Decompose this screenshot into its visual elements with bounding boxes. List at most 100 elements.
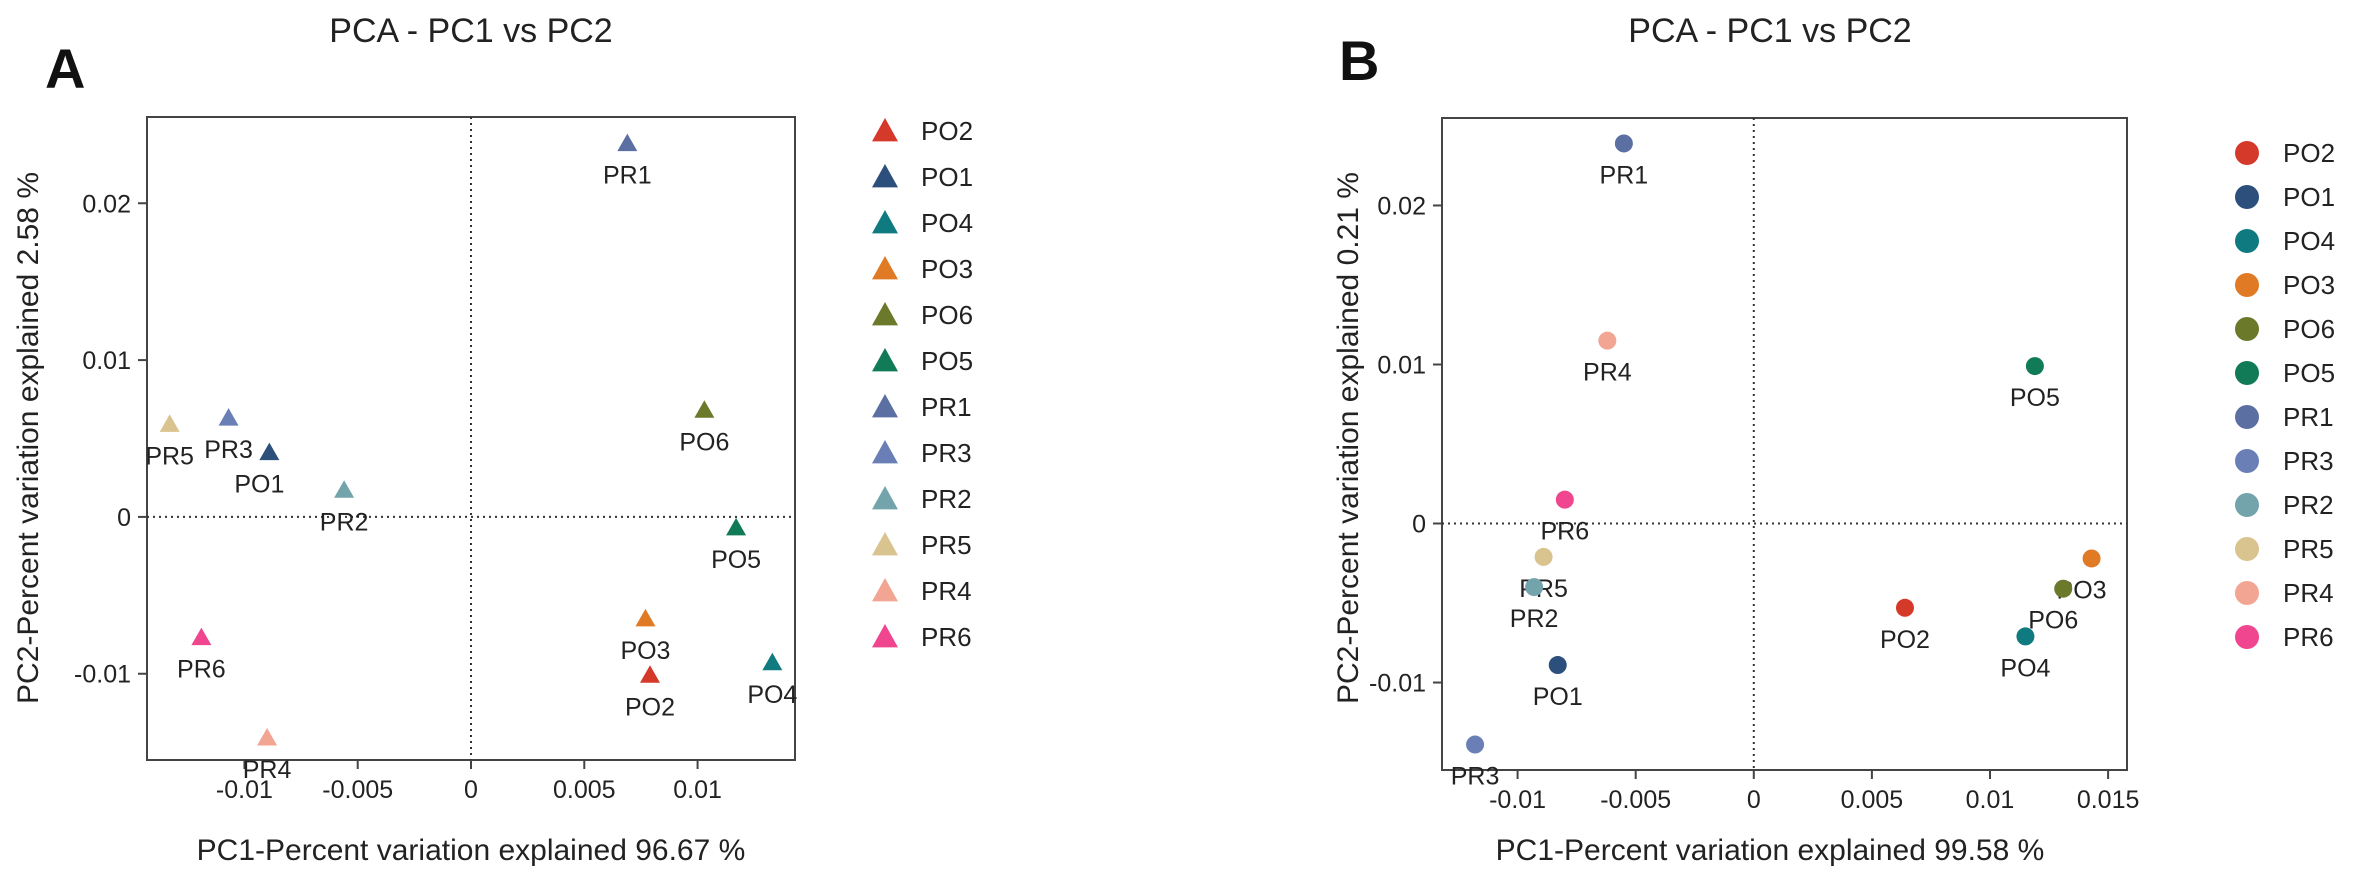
data-point-pr2: PR2 bbox=[1510, 578, 1559, 633]
legend-label: PR4 bbox=[921, 576, 972, 606]
point-marker bbox=[1895, 598, 1914, 617]
point-marker bbox=[1525, 578, 1544, 597]
point-marker bbox=[1555, 490, 1574, 509]
legend-item-pr2: PR2 bbox=[872, 484, 972, 514]
legend-label: PR6 bbox=[2283, 622, 2334, 652]
data-point-pr1: PR1 bbox=[1600, 134, 1649, 189]
legend-marker bbox=[2235, 317, 2259, 341]
point-label: PO6 bbox=[679, 428, 729, 456]
point-label: PO4 bbox=[747, 681, 797, 709]
x-tick-label: 0.005 bbox=[1841, 786, 1904, 814]
x-tick-label: -0.005 bbox=[1600, 786, 1671, 814]
point-label: PO1 bbox=[234, 471, 284, 499]
legend-item-pr6: PR6 bbox=[872, 622, 972, 652]
x-tick-label: 0 bbox=[1747, 786, 1761, 814]
legend-label: PO5 bbox=[921, 346, 973, 376]
legend-marker bbox=[2235, 625, 2259, 649]
y-tick-label: 0 bbox=[1412, 511, 1426, 539]
point-label: PO1 bbox=[1533, 683, 1583, 711]
x-axis-title: PC1-Percent variation explained 96.67 % bbox=[197, 834, 746, 867]
point-label: PO5 bbox=[2010, 384, 2060, 412]
y-tick-label: -0.01 bbox=[1369, 670, 1426, 698]
y-tick-label: 0.01 bbox=[1377, 351, 1426, 379]
x-tick-label: 0.01 bbox=[1966, 786, 2015, 814]
data-point-po3: PO3 bbox=[620, 608, 670, 665]
y-tick-label: 0.02 bbox=[82, 190, 131, 218]
legend-item-pr5: PR5 bbox=[872, 530, 972, 560]
legend-marker bbox=[2235, 537, 2259, 561]
point-label: PO3 bbox=[620, 637, 670, 665]
data-point-pr3: PR3 bbox=[1451, 735, 1500, 791]
x-tick-label: 0.01 bbox=[673, 776, 722, 804]
data-point-po6: PO6 bbox=[679, 400, 729, 456]
legend-label: PR6 bbox=[921, 622, 972, 652]
chart-panel-b: B PCA - PC1 vs PC2 -0.01 -0.005 0 0.005 0.01 0.… bbox=[1332, 12, 2335, 867]
panel-label: A bbox=[45, 37, 85, 100]
point-marker bbox=[334, 480, 355, 498]
chart-title: PCA - PC1 vs PC2 bbox=[1628, 12, 1911, 50]
legend-label: PR2 bbox=[921, 484, 972, 514]
legend-label: PO6 bbox=[2283, 314, 2335, 344]
data-point-pr4: PR4 bbox=[243, 728, 291, 784]
legend-label: PR1 bbox=[2283, 402, 2334, 432]
legend-marker bbox=[872, 348, 898, 372]
data-point-pr6: PR6 bbox=[1541, 490, 1590, 546]
chart-title: PCA - PC1 vs PC2 bbox=[329, 12, 612, 50]
legend-label: PO4 bbox=[921, 208, 973, 238]
data-point-po1: PO1 bbox=[234, 442, 284, 499]
point-label: PR1 bbox=[1600, 161, 1649, 189]
legend-item-po1: PO1 bbox=[2235, 182, 2335, 212]
legend-label: PO3 bbox=[921, 254, 973, 284]
y-axis-title: PC2-Percent variation explained 0.21 % bbox=[1332, 172, 1365, 704]
point-label: PO4 bbox=[2000, 654, 2050, 682]
legend-marker bbox=[2235, 185, 2259, 209]
legend-item-po3: PO3 bbox=[2235, 270, 2335, 300]
legend-item-pr2: PR2 bbox=[2235, 490, 2334, 520]
point-label: PR6 bbox=[1541, 518, 1590, 546]
point-marker bbox=[159, 414, 180, 432]
x-tick-label: 0.005 bbox=[553, 776, 616, 804]
legend-item-pr6: PR6 bbox=[2235, 622, 2334, 652]
point-label: PR3 bbox=[1451, 763, 1500, 791]
panel-label: B bbox=[1339, 29, 1379, 92]
legend-label: PR5 bbox=[2283, 534, 2334, 564]
legend-item-po1: PO1 bbox=[872, 162, 973, 192]
legend-item-pr5: PR5 bbox=[2235, 534, 2334, 564]
data-point-po2: PO2 bbox=[625, 665, 675, 721]
point-marker bbox=[762, 652, 783, 671]
legend-label: PR5 bbox=[921, 530, 972, 560]
legend-marker bbox=[872, 256, 898, 280]
legend-label: PO6 bbox=[921, 300, 973, 330]
legend-marker bbox=[2235, 361, 2259, 385]
legend-label: PO1 bbox=[921, 162, 973, 192]
legend-marker bbox=[872, 210, 898, 234]
point-marker bbox=[257, 728, 278, 746]
legend-marker bbox=[2235, 493, 2259, 517]
point-marker bbox=[218, 408, 239, 426]
legend-item-po6: PO6 bbox=[872, 300, 973, 330]
point-marker bbox=[726, 517, 747, 536]
chart-panel-a: A PCA - PC1 vs PC2 -0.01 -0.005 0 0.005 0.01 -0… bbox=[12, 12, 973, 867]
data-point-po4: PO4 bbox=[747, 652, 797, 709]
y-axis-title: PC2-Percent variation explained 2.58 % bbox=[12, 172, 45, 704]
data-point-pr4: PR4 bbox=[1583, 331, 1632, 387]
point-marker bbox=[259, 442, 280, 461]
legend-item-po3: PO3 bbox=[872, 254, 973, 284]
legend-marker bbox=[872, 532, 898, 556]
point-label: PR5 bbox=[145, 442, 194, 470]
legend-label: PR1 bbox=[921, 392, 972, 422]
legend-marker bbox=[872, 394, 898, 418]
point-label: PR2 bbox=[320, 508, 369, 536]
legend-label: PO1 bbox=[2283, 182, 2335, 212]
legend-marker bbox=[2235, 273, 2259, 297]
legend-item-pr1: PR1 bbox=[2235, 402, 2334, 432]
point-marker bbox=[1466, 735, 1485, 754]
legend-item-pr4: PR4 bbox=[2235, 578, 2334, 608]
data-point-pr2: PR2 bbox=[320, 480, 369, 536]
y-tick-label: 0 bbox=[117, 504, 131, 532]
data-point-po5: PO5 bbox=[711, 517, 761, 574]
point-label: PR2 bbox=[1510, 605, 1559, 633]
legend-label: PR2 bbox=[2283, 490, 2334, 520]
legend-item-po4: PO4 bbox=[872, 208, 973, 238]
data-point-pr3: PR3 bbox=[204, 408, 253, 464]
